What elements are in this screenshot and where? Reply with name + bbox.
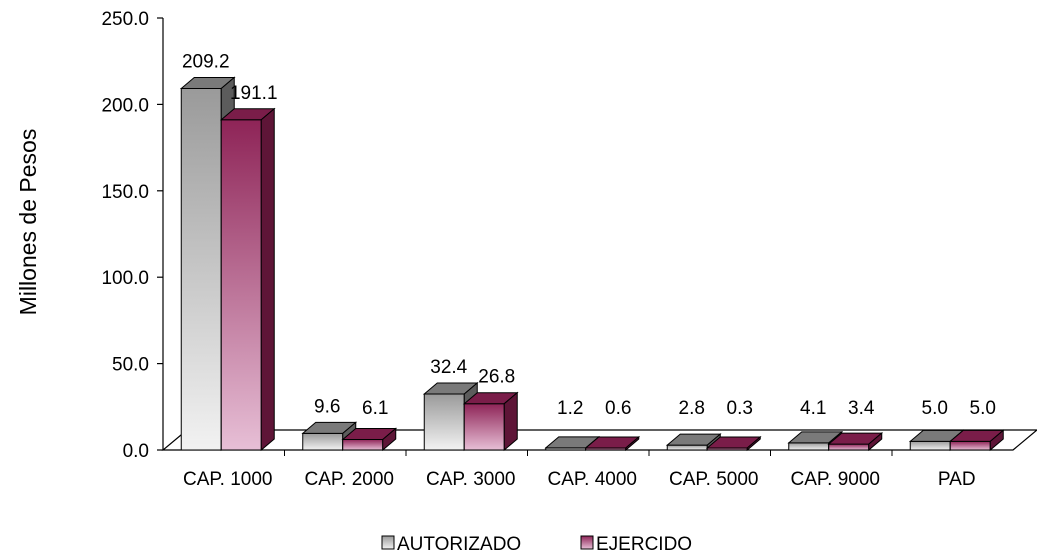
bar-ejercido-cap-3000 [463, 403, 505, 451]
bar-autorizado-cap-1000 [180, 88, 222, 451]
data-label-autorizado-cap-2000: 9.6 [314, 396, 340, 417]
y-axis-ticks: 0.0 50.0 100.0 150.0 200.0 250.0 [101, 9, 163, 462]
data-label-autorizado-cap-5000: 2.8 [679, 398, 705, 419]
data-label-ejercido-cap-3000: 26.8 [478, 367, 515, 388]
bar-ejercido-cap-2000 [342, 438, 384, 451]
data-label-autorizado-cap-9000: 4.1 [800, 398, 826, 419]
data-label-ejercido-pad: 5.0 [970, 398, 996, 419]
bar-side-ejercido-pad [989, 429, 1004, 452]
x-axis-labels: CAP. 1000 CAP. 2000 CAP. 3000 CAP. 4000 CAP.… [183, 450, 976, 490]
y-axis-title: Millones de Pesos [15, 129, 41, 316]
bar-autorizado-cap-3000 [423, 393, 465, 451]
legend: AUTORIZADO EJERCIDO [381, 534, 692, 555]
y-tick-label: 0.0 [123, 441, 149, 462]
bar-ejercido-pad [949, 440, 991, 451]
data-label-autorizado-pad: 5.0 [922, 398, 948, 419]
bar-autorizado-pad [909, 440, 951, 451]
x-tick-label-cap-5000: CAP. 5000 [669, 469, 758, 490]
bar-side-ejercido-cap-1000 [260, 107, 275, 452]
y-tick-label: 250.0 [101, 9, 149, 30]
data-label-ejercido-cap-1000: 191.1 [230, 83, 278, 104]
data-label-ejercido-cap-9000: 3.4 [848, 398, 875, 419]
data-label-ejercido-cap-4000: 0.6 [605, 398, 631, 419]
legend-label-autorizado: AUTORIZADO [397, 534, 521, 555]
x-tick-label-pad: PAD [938, 469, 976, 490]
bar-ejercido-cap-9000 [828, 443, 870, 451]
x-tick-label-cap-1000: CAP. 1000 [183, 469, 272, 490]
bar-autorizado-cap-9000 [788, 442, 830, 451]
bar-autorizado-cap-5000 [666, 444, 708, 451]
legend-swatch-ejercido [580, 535, 594, 550]
data-label-ejercido-cap-5000: 0.3 [727, 398, 753, 419]
data-label-autorizado-cap-3000: 32.4 [430, 357, 467, 378]
bar-side-ejercido-cap-9000 [868, 432, 883, 452]
legend-item-ejercido: EJERCIDO [580, 534, 692, 555]
y-tick-label: 100.0 [101, 268, 149, 289]
bar-side-ejercido-cap-2000 [382, 427, 397, 452]
bar-autorizado-cap-2000 [302, 432, 344, 451]
x-tick-label-cap-2000: CAP. 2000 [305, 469, 394, 490]
x-tick-label-cap-3000: CAP. 3000 [426, 469, 515, 490]
bar-ejercido-cap-1000 [220, 119, 262, 451]
bar-side-ejercido-cap-3000 [503, 391, 518, 452]
data-label-autorizado-cap-1000: 209.2 [182, 52, 230, 73]
bar-side-ejercido-cap-4000 [625, 435, 640, 452]
x-tick-label-cap-4000: CAP. 4000 [548, 469, 637, 490]
legend-label-ejercido: EJERCIDO [596, 534, 692, 555]
legend-item-autorizado: AUTORIZADO [381, 534, 521, 555]
y-tick-label: 200.0 [101, 95, 149, 116]
x-tick-label-cap-9000: CAP. 9000 [791, 469, 880, 490]
data-label-autorizado-cap-4000: 1.2 [557, 398, 583, 419]
y-tick-label: 50.0 [112, 355, 149, 376]
data-label-ejercido-cap-2000: 6.1 [362, 398, 388, 419]
legend-swatch-autorizado [381, 535, 395, 550]
y-tick-label: 150.0 [101, 182, 149, 203]
bar-side-ejercido-cap-5000 [746, 435, 761, 452]
